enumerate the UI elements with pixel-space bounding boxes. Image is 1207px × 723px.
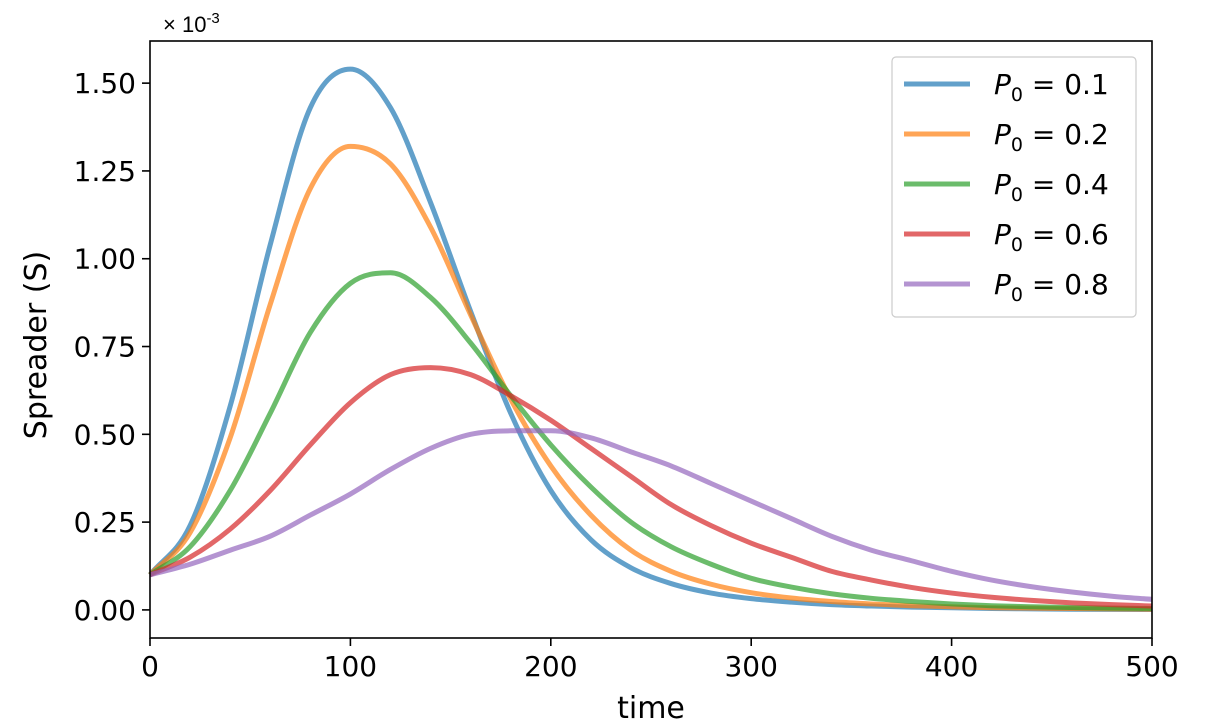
y-axis-multiplier-exponent: -3: [206, 10, 219, 27]
x-tick-label: 300: [724, 650, 777, 683]
y-tick-label: 0.75: [74, 331, 136, 364]
x-tick-label: 0: [141, 650, 159, 683]
legend-frame: [891, 56, 1137, 318]
series-line-5: [149, 428, 1153, 602]
x-tick-label: 100: [324, 650, 377, 683]
y-axis-label: Spreader (S): [19, 251, 54, 439]
series-line-4: [148, 365, 1153, 609]
y-tick-label: 1.25: [74, 155, 136, 188]
plot-frame: [149, 40, 1153, 639]
legend-label-1: P0 = 0.1: [994, 68, 1109, 106]
x-tick-label: 400: [925, 650, 978, 683]
y-tick-label: 1.50: [74, 67, 136, 100]
series-layer: [148, 66, 1153, 613]
legend-label-2: P0 = 0.2: [994, 118, 1109, 156]
y-tick-label: 0.25: [74, 506, 136, 539]
x-tick-label: 500: [1125, 650, 1178, 683]
y-tick-label: 0.50: [74, 418, 136, 451]
y-axis-multiplier: × 10-3: [163, 10, 220, 37]
legend-items: P0 = 0.1 P0 = 0.2 P0 = 0.4 P0 = 0.6 P0 = 0.8: [904, 68, 1109, 306]
x-axis-ticks: 0 100 200 300 400 500: [141, 638, 1179, 683]
legend: P0 = 0.1 P0 = 0.2 P0 = 0.4 P0 = 0.6 P0 = 0.8: [891, 56, 1137, 318]
x-axis-label: time: [617, 691, 685, 723]
y-axis-multiplier-base: × 10: [163, 12, 206, 37]
legend-label-4: P0 = 0.6: [994, 218, 1109, 256]
legend-label-3: P0 = 0.4: [994, 168, 1109, 206]
x-tick-label: 200: [524, 650, 577, 683]
y-tick-label: 0.00: [74, 594, 136, 627]
y-axis-ticks: 0.00 0.25 0.50 0.75 1.00 1.25 1.50: [74, 67, 150, 627]
legend-label-5: P0 = 0.8: [994, 268, 1109, 306]
series-line-3: [148, 270, 1153, 611]
y-tick-label: 1.00: [74, 243, 136, 276]
